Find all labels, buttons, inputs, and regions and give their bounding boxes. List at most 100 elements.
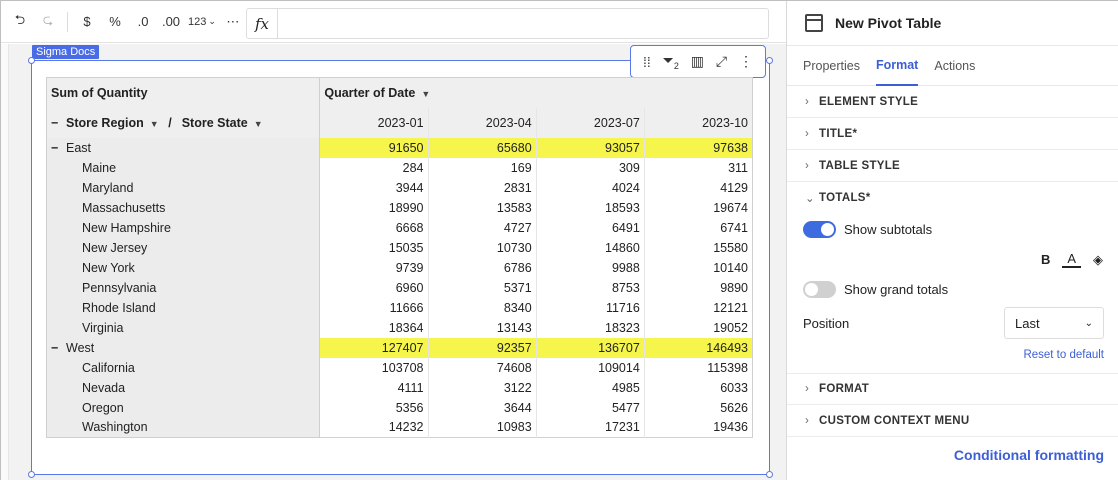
subtotal-cell[interactable]: 92357 [428, 337, 537, 358]
value-cell[interactable]: 17231 [536, 417, 645, 438]
value-cell[interactable]: 18593 [536, 197, 645, 218]
more-options-icon[interactable]: ⋯ [226, 13, 240, 29]
subtotal-cell[interactable]: 65680 [428, 137, 537, 158]
resize-handle-bl[interactable] [28, 471, 35, 478]
value-cell[interactable]: 13143 [428, 317, 537, 338]
value-cell[interactable]: 14232 [319, 417, 429, 438]
row-label-cell[interactable]: New Hampshire [46, 217, 321, 238]
column-header[interactable]: 2023-10 [644, 107, 753, 138]
tab-actions[interactable]: Actions [934, 58, 976, 73]
section-table-style[interactable]: › TABLE STYLE [787, 150, 1118, 182]
add-chart-icon[interactable]: ▥ [690, 53, 704, 69]
value-cell[interactable]: 15580 [713, 240, 748, 255]
value-cell[interactable]: 8340 [428, 297, 537, 318]
subtotal-cell[interactable]: 127407 [319, 337, 429, 358]
resize-handle-br[interactable] [766, 471, 773, 478]
value-cell[interactable]: 14860 [536, 237, 645, 258]
value-cell[interactable]: 6491 [536, 217, 645, 238]
subtotal-cell[interactable]: 146493 [644, 337, 753, 358]
row-field-2[interactable]: Store State [181, 115, 248, 130]
value-cell[interactable]: 6960 [319, 277, 429, 298]
show-subtotals-toggle[interactable] [803, 220, 836, 238]
bold-icon[interactable]: B [1040, 252, 1051, 267]
group-header-cell[interactable]: − West [46, 337, 321, 358]
column-header[interactable]: 2023-01 [319, 107, 429, 138]
increase-decimal-button[interactable]: .00 [161, 14, 181, 29]
row-label-cell[interactable]: Pennsylvania [46, 277, 321, 298]
value-cell[interactable]: 9988 [536, 257, 645, 278]
value-cell[interactable]: 4985 [536, 377, 645, 398]
value-cell[interactable]: 4727 [428, 217, 537, 238]
value-cell[interactable]: 5371 [428, 277, 537, 298]
column-field-header[interactable]: Quarter of Date ▼ [319, 77, 753, 108]
measure-header[interactable]: Sum of Quantity [46, 77, 321, 108]
collapse-icon[interactable]: − [51, 140, 59, 155]
value-cell[interactable]: 19436 [713, 420, 748, 435]
filter-icon[interactable]: ⏷2 [662, 52, 679, 71]
value-cell[interactable]: 10730 [428, 237, 537, 258]
number-format-dropdown[interactable]: 123 ⌄ [188, 9, 216, 35]
value-cell[interactable]: 115398 [707, 360, 748, 375]
value-cell[interactable]: 3122 [428, 377, 537, 398]
value-cell[interactable]: 6786 [428, 257, 537, 278]
value-cell[interactable]: 19052 [713, 320, 748, 335]
value-cell[interactable]: 6668 [319, 217, 429, 238]
decrease-decimal-button[interactable]: .0 [137, 14, 149, 29]
row-label-cell[interactable]: Maine [46, 157, 321, 178]
value-cell[interactable]: 3944 [319, 177, 429, 198]
value-cell[interactable]: 8753 [536, 277, 645, 298]
row-label-cell[interactable]: Rhode Island [46, 297, 321, 318]
section-format[interactable]: › FORMAT [787, 373, 1118, 405]
value-cell[interactable]: 5477 [536, 397, 645, 418]
position-select[interactable]: Last ⌄ [1004, 307, 1104, 339]
section-totals[interactable]: ⌄ TOTALS* [787, 182, 1118, 214]
reset-to-default-link[interactable]: Reset to default [1023, 349, 1104, 361]
more-vertical-icon[interactable]: ⋮ [739, 53, 754, 69]
value-cell[interactable]: 12121 [713, 300, 748, 315]
value-cell[interactable]: 13583 [428, 197, 537, 218]
collapse-icon[interactable]: − [51, 115, 59, 130]
show-grand-totals-toggle[interactable] [803, 280, 836, 298]
conditional-formatting-link[interactable]: Conditional formatting [953, 447, 1104, 463]
value-cell[interactable]: 18323 [536, 317, 645, 338]
value-cell[interactable]: 5626 [720, 400, 748, 415]
section-element-style[interactable]: › ELEMENT STYLE [787, 86, 1118, 118]
tab-format[interactable]: Format [875, 46, 919, 86]
resize-handle-tr[interactable] [766, 57, 773, 64]
row-field-1[interactable]: Store Region [66, 115, 144, 130]
subtotal-cell[interactable]: 91650 [319, 137, 429, 158]
value-cell[interactable]: 2831 [428, 177, 537, 198]
value-cell[interactable]: 4111 [319, 377, 429, 398]
value-cell[interactable]: 11666 [319, 297, 429, 318]
value-cell[interactable]: 9739 [319, 257, 429, 278]
value-cell[interactable]: 6033 [720, 380, 748, 395]
value-cell[interactable]: 15035 [319, 237, 429, 258]
subtotal-cell[interactable]: 93057 [536, 137, 645, 158]
row-label-cell[interactable]: New York [46, 257, 321, 278]
tab-properties[interactable]: Properties [803, 58, 860, 73]
value-cell[interactable]: 9890 [720, 280, 748, 295]
value-cell[interactable]: 5356 [319, 397, 429, 418]
value-cell[interactable]: 10140 [713, 260, 748, 275]
text-color-icon[interactable]: A [1062, 251, 1081, 268]
row-label-cell[interactable]: Maryland [46, 177, 321, 198]
column-header[interactable]: 2023-07 [536, 107, 645, 138]
value-cell[interactable]: 284 [319, 157, 429, 178]
value-cell[interactable]: 103708 [319, 357, 429, 378]
resize-handle-tl[interactable] [28, 57, 35, 64]
value-cell[interactable]: 6741 [720, 220, 748, 235]
section-custom-context-menu[interactable]: › CUSTOM CONTEXT MENU [787, 405, 1118, 437]
subtotal-cell[interactable]: 97638 [644, 137, 753, 158]
row-label-cell[interactable]: California [46, 357, 321, 378]
section-title[interactable]: › TITLE* [787, 118, 1118, 150]
value-cell[interactable]: 4024 [536, 177, 645, 198]
percent-format-button[interactable]: % [109, 14, 121, 29]
element-name-tag[interactable]: Sigma Docs [32, 45, 100, 59]
row-label-cell[interactable]: Nevada [46, 377, 321, 398]
subtotal-cell[interactable]: 136707 [536, 337, 645, 358]
row-label-cell[interactable]: Virginia [46, 317, 321, 338]
row-label-cell[interactable]: Washington [46, 417, 321, 438]
row-label-cell[interactable]: Massachusetts [46, 197, 321, 218]
value-cell[interactable]: 3644 [428, 397, 537, 418]
drag-handle-icon[interactable]: ⁞⁞ [642, 53, 651, 70]
